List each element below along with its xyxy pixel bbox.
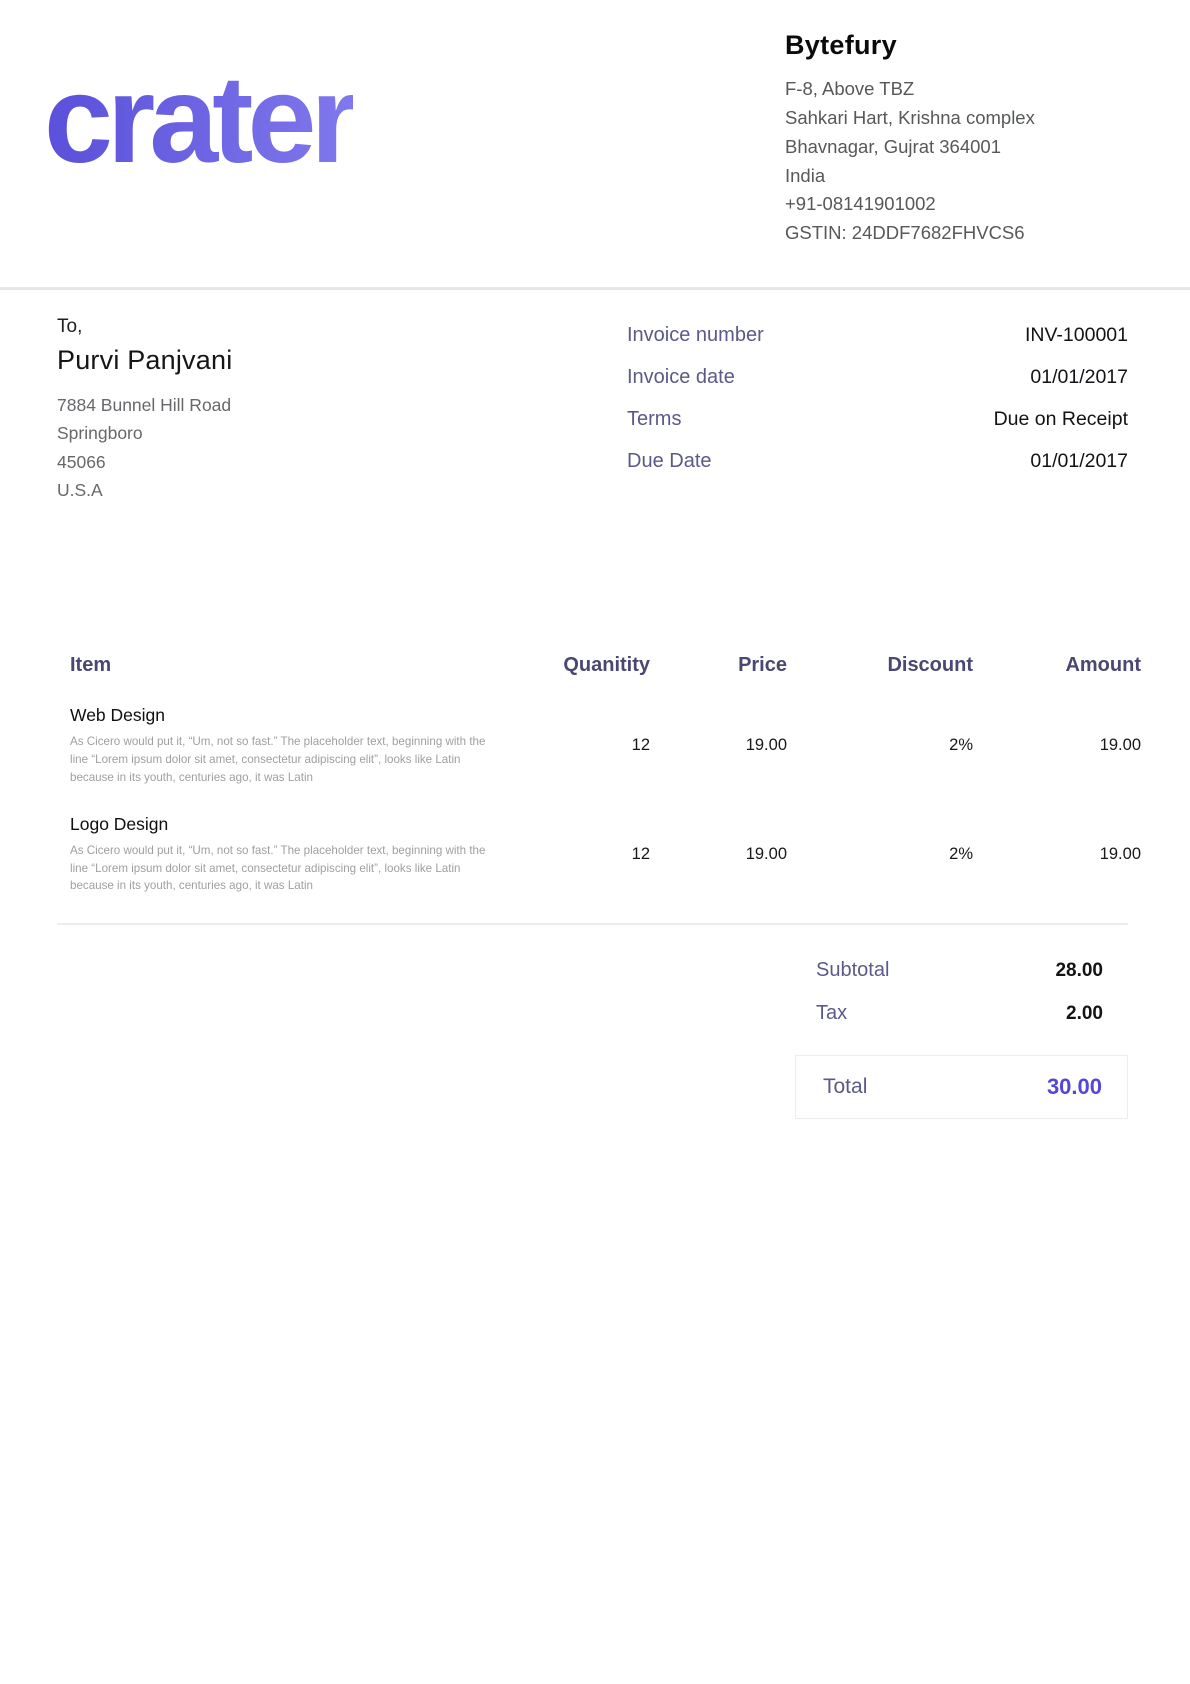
total-label: Total: [823, 1075, 868, 1099]
invoice-body: To, Purvi Panjvani 7884 Bunnel Hill Road…: [0, 290, 1190, 1120]
invoice-number-row: Invoice number INV-100001: [627, 324, 1128, 347]
item-quantity: 12: [631, 736, 650, 755]
invoice-date-label: Invoice date: [627, 366, 735, 388]
terms-label: Terms: [627, 408, 682, 430]
bill-to-name: Purvi Panjvani: [57, 345, 233, 375]
table-row: Web Design As Cicero would put it, “Um, …: [57, 705, 1141, 786]
subtotal-row: Subtotal 28.00: [795, 959, 1128, 982]
bill-to-address-line: 7884 Bunnel Hill Road: [57, 395, 232, 415]
due-date-value: 01/01/2017: [1030, 450, 1128, 472]
column-header-item: Item: [70, 654, 112, 677]
tax-value: 2.00: [1066, 1002, 1103, 1024]
item-name: Web Design: [70, 705, 166, 726]
item-amount: 19.00: [1099, 845, 1141, 864]
item-price: 19.00: [745, 736, 787, 755]
bill-to-address-line: 45066: [57, 451, 106, 472]
column-header-discount: Discount: [887, 654, 973, 677]
bill-to-address-line: Springboro: [57, 423, 143, 444]
invoice-number-value: INV-100001: [1025, 324, 1128, 346]
subtotal-label: Subtotal: [816, 959, 890, 982]
column-header-amount: Amount: [1065, 654, 1141, 677]
item-discount: 2%: [949, 845, 973, 864]
parties-section: To, Purvi Panjvani 7884 Bunnel Hill Road…: [57, 290, 1128, 504]
bill-to-intro: To,: [57, 316, 83, 337]
invoice-meta: Invoice number INV-100001 Invoice date 0…: [627, 316, 1128, 504]
item-cell: Web Design As Cicero would put it, “Um, …: [70, 705, 493, 786]
column-header-price: Price: [738, 654, 787, 677]
bill-to-block: To, Purvi Panjvani 7884 Bunnel Hill Road…: [57, 316, 232, 504]
bill-to-address-line: U.S.A: [57, 480, 103, 501]
bill-to-address: 7884 Bunnel Hill Road Springboro 45066 U…: [57, 391, 232, 504]
items-table: Item Quanitity Price Discount Amount Web…: [57, 654, 1141, 895]
terms-row: Terms Due on Receipt: [627, 408, 1128, 431]
invoice-header: crater Bytefury F-8, Above TBZ Sahkari H…: [0, 0, 1190, 290]
item-amount: 19.00: [1099, 736, 1141, 755]
total-value: 30.00: [1046, 1074, 1102, 1100]
tax-label: Tax: [816, 1002, 848, 1025]
table-bottom-divider: [57, 923, 1128, 926]
crater-logo: crater: [44, 51, 359, 189]
item-description: As Cicero would put it, “Um, not so fast…: [70, 844, 486, 893]
company-address-line: Bhavnagar, Gujrat 364001: [785, 135, 1001, 157]
company-name: Bytefury: [785, 30, 897, 60]
item-price: 19.00: [745, 845, 787, 864]
invoice-date-value: 01/01/2017: [1030, 366, 1128, 388]
tax-row: Tax 2.00: [795, 1002, 1128, 1025]
items-table-header: Item Quanitity Price Discount Amount: [57, 654, 1141, 705]
company-address-line: F-8, Above TBZ: [785, 78, 915, 99]
item-description: As Cicero would put it, “Um, not so fast…: [70, 735, 486, 784]
item-quantity: 12: [631, 845, 650, 864]
company-address-line: Sahkari Hart, Krishna complex: [785, 106, 1035, 128]
item-discount: 2%: [949, 736, 973, 755]
total-box: Total 30.00: [795, 1055, 1128, 1120]
subtotal-value: 28.00: [1055, 959, 1103, 981]
item-cell: Logo Design As Cicero would put it, “Um,…: [70, 814, 493, 895]
invoice-date-row: Invoice date 01/01/2017: [627, 366, 1128, 389]
company-address-line: India: [785, 164, 826, 186]
company-address: F-8, Above TBZ Sahkari Hart, Krishna com…: [785, 75, 1035, 248]
company-gstin: GSTIN: 24DDF7682FHVCS6: [785, 222, 1025, 244]
item-name: Logo Design: [70, 814, 169, 835]
company-info: Bytefury F-8, Above TBZ Sahkari Hart, Kr…: [785, 30, 1035, 248]
due-date-row: Due Date 01/01/2017: [627, 450, 1128, 473]
totals-section: Subtotal 28.00 Tax 2.00 Total 30.00: [795, 959, 1128, 1120]
company-phone: +91-08141901002: [785, 193, 936, 215]
column-header-quantity: Quanitity: [563, 654, 650, 677]
invoice-number-label: Invoice number: [627, 324, 764, 346]
table-row: Logo Design As Cicero would put it, “Um,…: [57, 814, 1141, 895]
due-date-label: Due Date: [627, 450, 712, 472]
terms-value: Due on Receipt: [993, 408, 1128, 430]
